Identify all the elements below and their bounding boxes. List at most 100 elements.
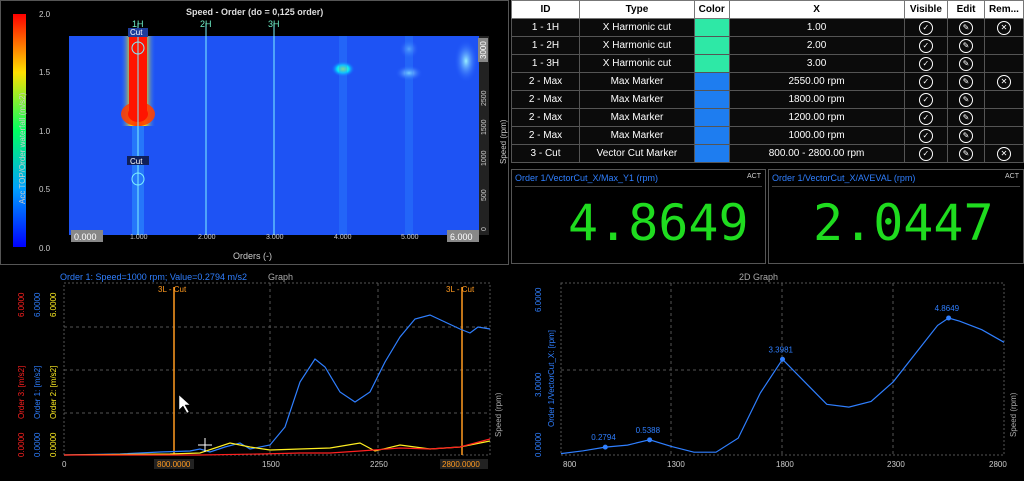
table-row[interactable]: 2 - Max Max Marker 1000.00 rpm ✓ ✎ [510,126,1024,145]
y-top-o2: 6.0000 [49,292,58,317]
cell-id[interactable]: 1 - 1H [510,18,581,37]
table-row[interactable]: 2 - Max Max Marker 2550.00 rpm ✓ ✎ ✕ [510,72,1024,91]
cell-type[interactable]: Max Marker [579,90,695,109]
cell-color[interactable] [693,72,730,91]
table-row[interactable]: 3 - Cut Vector Cut Marker 800.00 - 2800.00… [510,144,1024,163]
table-row[interactable]: 2 - Max Max Marker 1200.00 rpm ✓ ✎ [510,108,1024,127]
x-tick-cut: 2800.0000 [442,460,480,469]
edit-cell: ✎ [947,18,985,37]
edit-icon[interactable]: ✎ [959,20,974,35]
cell-id[interactable]: 2 - Max [510,90,581,109]
cut-handle-top[interactable] [131,41,145,55]
cbar-tick: 1.5 [39,68,51,77]
edit-icon[interactable]: ✎ [959,128,974,143]
table-row[interactable]: 1 - 3H X Harmonic cut 3.00 ✓ ✎ [510,54,1024,73]
cell-x[interactable]: 1800.00 rpm [728,90,905,109]
cut-label-top[interactable] [128,28,148,37]
col-color-header[interactable]: Color [693,0,730,19]
cut-label-top-text: Cut [130,28,143,37]
max-marker-point[interactable] [946,315,952,321]
remove-icon[interactable]: ✕ [996,146,1011,161]
edit-cell: ✎ [947,144,985,163]
cell-id[interactable]: 1 - 2H [510,36,581,55]
edit-icon[interactable]: ✎ [959,146,974,161]
visible-icon[interactable]: ✓ [918,38,933,53]
x-tick: 1500 [262,460,280,469]
cell-type[interactable]: X Harmonic cut [579,18,695,37]
value-display-1: Order 1/VectorCut_X/Max_Y1 (rpm) ACT 4.8… [511,169,766,264]
cut-label-bottom[interactable] [127,156,149,165]
x-max-box[interactable] [447,230,479,242]
max-marker-point[interactable] [602,444,608,450]
max-marker-label: 3.3981 [769,345,794,354]
col-id-header[interactable]: ID [510,0,581,19]
cell-type[interactable]: X Harmonic cut [579,54,695,73]
visible-icon[interactable]: ✓ [918,92,933,107]
visible-icon[interactable]: ✓ [918,128,933,143]
col-edit-header[interactable]: Edit [947,0,985,19]
max-marker-point[interactable] [647,437,653,443]
cell-type[interactable]: Vector Cut Marker [579,144,695,163]
cut-handle-bottom[interactable] [131,172,145,186]
visible-icon[interactable]: ✓ [918,74,933,89]
cell-color[interactable] [693,36,730,55]
cell-color[interactable] [693,144,730,163]
cell-color[interactable] [693,54,730,73]
x-tick: 4.000 [334,234,352,241]
cell-x[interactable]: 2550.00 rpm [728,72,905,91]
x-tick: 2.000 [198,234,216,241]
right-label: Speed (rpm) [494,392,503,437]
col-visible-header[interactable]: Visible [903,0,949,19]
table-row[interactable]: 2 - Max Max Marker 1800.00 rpm ✓ ✎ [510,90,1024,109]
y-tick: 0 [481,227,488,231]
cell-x[interactable]: 3.00 [728,54,905,73]
cell-x[interactable]: 1.00 [728,18,905,37]
visible-icon[interactable]: ✓ [918,20,933,35]
cell-type[interactable]: Max Marker [579,126,695,145]
cell-id[interactable]: 2 - Max [510,108,581,127]
cell-x[interactable]: 2.00 [728,36,905,55]
cell-id[interactable]: 2 - Max [510,126,581,145]
max-marker-point[interactable] [780,356,785,362]
visible-icon[interactable]: ✓ [918,56,933,71]
edit-cell: ✎ [947,54,985,73]
visible-icon[interactable]: ✓ [918,110,933,125]
cell-type[interactable]: Max Marker [579,72,695,91]
edit-icon[interactable]: ✎ [959,38,974,53]
x-min-box[interactable] [71,230,103,242]
right-graph-panel: 2D Graph 6.0000 3.0000 0.0000 Order 1/Ve… [511,267,1024,476]
col-type-header[interactable]: Type [579,0,695,19]
cell-type[interactable]: Max Marker [579,108,695,127]
series-line-order1 [560,317,1005,455]
remove-icon[interactable]: ✕ [996,20,1011,35]
edit-icon[interactable]: ✎ [959,110,974,125]
y-max-box[interactable] [478,38,488,62]
cell-color[interactable] [693,108,730,127]
col-x-header[interactable]: X [728,0,905,19]
cell-color[interactable] [693,18,730,37]
cell-color[interactable] [693,126,730,145]
cell-id[interactable]: 1 - 3H [510,54,581,73]
visible-cell: ✓ [903,144,949,163]
cell-type[interactable]: X Harmonic cut [579,36,695,55]
visible-icon[interactable]: ✓ [918,146,933,161]
cell-x[interactable]: 800.00 - 2800.00 rpm [728,144,905,163]
display-value: 2.0447 [813,194,994,252]
table-row[interactable]: 1 - 2H X Harmonic cut 2.00 ✓ ✎ [510,36,1024,55]
col-remove-header[interactable]: Rem... [983,0,1024,19]
remove-icon[interactable]: ✕ [996,74,1011,89]
right-graph-svg: 2D Graph 6.0000 3.0000 0.0000 Order 1/Ve… [534,272,1018,469]
edit-icon[interactable]: ✎ [959,92,974,107]
x-tick: 1.000 [130,234,148,241]
cell-id[interactable]: 3 - Cut [510,144,581,163]
graph-title: Graph [268,272,293,282]
edit-icon[interactable]: ✎ [959,74,974,89]
cell-x[interactable]: 1000.00 rpm [728,126,905,145]
harmonic-label: 1H [132,19,144,29]
graph-info: Order 1: Speed=1000 rpm; Value=0.2794 m/… [60,272,247,282]
cell-x[interactable]: 1200.00 rpm [728,108,905,127]
table-row[interactable]: 1 - 1H X Harmonic cut 1.00 ✓ ✎ ✕ [510,18,1024,37]
cell-id[interactable]: 2 - Max [510,72,581,91]
cell-color[interactable] [693,90,730,109]
edit-icon[interactable]: ✎ [959,56,974,71]
